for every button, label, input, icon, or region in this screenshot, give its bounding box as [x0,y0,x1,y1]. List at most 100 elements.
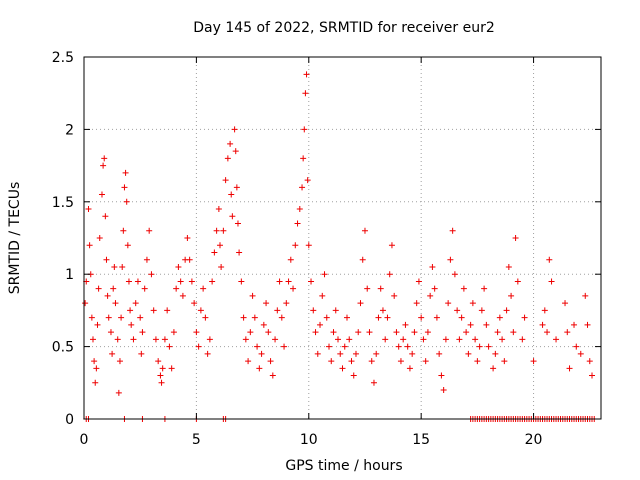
data-point [368,358,375,365]
data-point [501,358,508,365]
data-point [302,90,309,97]
data-point [93,365,100,372]
data-point [92,379,99,386]
data-point [364,285,371,292]
y-tick-label: 2.5 [52,50,74,66]
data-point [483,321,490,328]
data-point [391,292,398,299]
data-point [458,314,465,321]
data-point [508,292,515,299]
data-point [467,321,474,328]
data-point [224,155,231,162]
data-point [121,184,128,191]
data-point [245,358,252,365]
data-point [393,329,400,336]
x-tick-label: 15 [412,432,430,448]
data-point [436,350,443,357]
data-point [173,285,180,292]
data-point [395,343,402,350]
data-point [539,321,546,328]
chart-title: Day 145 of 2022, SRMTID for receiver eur… [193,20,495,36]
data-point [355,329,362,336]
data-point [130,336,137,343]
data-point [377,285,384,292]
data-point [321,271,328,278]
data-point [303,71,310,78]
data-point [188,278,195,285]
data-point [424,329,431,336]
x-axis-label: GPS time / hours [285,458,402,474]
data-point [109,350,116,357]
data-point [346,336,353,343]
data-point [296,206,303,213]
data-point [512,235,519,241]
data-point [283,300,290,307]
data-point [564,329,571,336]
data-point [510,329,517,336]
data-point [413,300,420,307]
data-point [548,278,555,285]
x-tick-label: 0 [80,432,89,448]
data-point [386,271,393,278]
data-point [85,206,92,213]
x-tick-label: 10 [300,432,318,448]
data-point [141,285,148,292]
y-tick-label: 1.5 [52,195,74,211]
data-point [287,256,294,263]
data-point [267,358,274,365]
data-point [546,256,553,263]
data-point [281,343,288,350]
data-point [125,278,132,285]
data-point [119,263,126,270]
data-point [429,263,436,270]
data-point [503,307,510,314]
data-point [442,336,449,343]
data-point [263,300,270,307]
data-point [308,278,315,285]
data-point [231,126,238,133]
data-point [420,336,427,343]
data-point [122,169,129,176]
data-point [496,314,503,321]
data-point [478,307,485,314]
data-point [348,358,355,365]
data-point [179,292,186,299]
data-point [449,227,456,234]
data-point [272,336,279,343]
data-point [566,365,573,372]
data-point [357,300,364,307]
data-point [577,350,584,357]
data-point [476,343,483,350]
data-point [143,256,150,263]
data-point [240,314,247,321]
data-point [195,343,202,350]
data-point [95,285,102,292]
data-point [505,263,512,270]
x-tick-label: 20 [525,432,543,448]
data-point [242,336,249,343]
data-point [521,314,528,321]
data-point [137,314,144,321]
data-point [499,336,506,343]
data-point [175,263,182,270]
data-point [384,314,391,321]
data-point [128,321,135,328]
data-point [148,271,155,278]
data-point [105,314,112,321]
data-point [111,263,118,270]
data-point [431,285,438,292]
data-point [571,321,578,328]
data-point [220,227,227,234]
data-point [285,278,292,285]
data-point [211,249,218,256]
data-point [206,336,213,343]
data-point [350,372,357,379]
data-point [191,300,198,307]
data-point [359,256,366,263]
data-point [96,235,103,241]
data-point [115,389,122,396]
data-point [91,358,98,365]
data-point [258,350,265,357]
data-point [514,278,521,285]
